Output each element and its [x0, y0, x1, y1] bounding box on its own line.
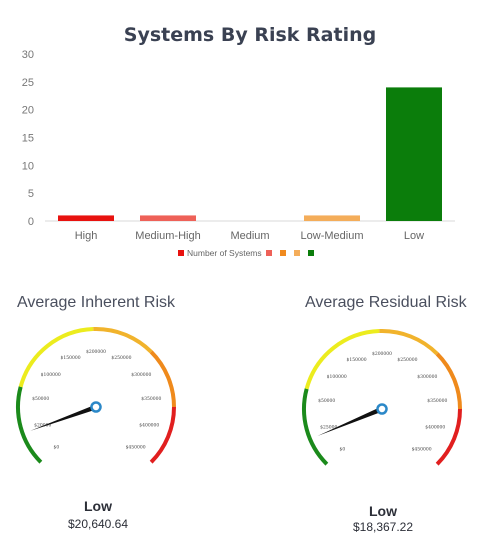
residual-risk-rating: Low: [369, 503, 397, 519]
x-tick-label: Low: [404, 230, 424, 242]
gauge-band-green: [302, 388, 329, 466]
residual-risk-value: $18,367.22: [352, 520, 414, 534]
bar: [304, 215, 360, 221]
residual-risk-title: Average Residual Risk: [305, 294, 467, 311]
gauge-band-red: [435, 408, 462, 466]
legend-swatch: [266, 250, 272, 256]
gauge-tick-label: $450000: [126, 445, 146, 451]
gauge-tick-label: $350000: [141, 396, 161, 402]
inherent-risk-rating: Low: [84, 498, 112, 514]
legend-swatch: [178, 250, 184, 256]
gauge-tick-label: $400000: [139, 422, 159, 428]
inherent-risk-value: $20,640.64: [67, 517, 129, 531]
y-tick-label: 15: [22, 133, 34, 145]
gauge-tick-label: $50000: [32, 396, 49, 402]
gauge-tick-label: $450000: [412, 447, 432, 453]
inherent-risk-gauge: $0 $20000 $50000 $100000 $150000 $200000 $2500…: [16, 327, 176, 464]
gauge-tick-label: $100000: [41, 372, 61, 378]
y-tick-label: 20: [22, 105, 34, 117]
gauge-tick-label: $400000: [425, 424, 445, 430]
residual-risk-gauge: $0 $25000 $50000 $100000 $150000 $200000 $2500…: [302, 329, 462, 466]
gauge-tick-label: $150000: [347, 357, 367, 363]
gauge-hub: [90, 401, 102, 413]
legend-swatch: [280, 250, 286, 256]
bar: [58, 215, 114, 221]
inherent-risk-title: Average Inherent Risk: [17, 294, 176, 311]
legend-swatch: [294, 250, 300, 256]
y-tick-label: 5: [28, 188, 34, 200]
bar-chart: 0 5 10 15 20 25 30 High Medium-High Medium Low-Med…: [22, 49, 455, 258]
x-tick-label: Medium-High: [135, 230, 200, 242]
gauge-tick-label: $20000: [34, 422, 51, 428]
gauge-band-orange: [435, 352, 462, 410]
gauge-band-amber: [379, 329, 439, 356]
y-tick-label: 10: [22, 160, 34, 172]
gauge-tick-label: $250000: [397, 357, 417, 363]
gauge-tick-label: $0: [340, 447, 346, 453]
gauge-tick-label: $25000: [320, 424, 337, 430]
gauge-tick-label: $0: [54, 445, 60, 451]
x-tick-label: Medium: [230, 230, 269, 242]
y-tick-label: 25: [22, 77, 34, 89]
gauge-needle: [317, 406, 383, 436]
gauge-band-yellow: [304, 329, 380, 390]
gauge-band-red: [149, 406, 176, 464]
legend-label: Number of Systems: [187, 248, 262, 258]
gauge-tick-label: $150000: [61, 355, 81, 361]
gauge-tick-label: $250000: [111, 355, 131, 361]
legend-swatch: [308, 250, 314, 256]
y-tick-label: 0: [28, 216, 34, 228]
gauge-hub: [376, 403, 388, 415]
gauge-band-amber: [93, 327, 153, 354]
bar: [386, 87, 442, 222]
gauge-tick-label: $300000: [417, 374, 437, 380]
y-tick-label: 30: [22, 49, 34, 61]
bar: [140, 215, 196, 221]
gauge-tick-label: $200000: [372, 351, 392, 357]
gauge-band-yellow: [18, 327, 94, 388]
gauge-band-orange: [149, 350, 176, 408]
gauge-band-green: [16, 386, 43, 464]
gauge-tick-label: $100000: [327, 374, 347, 380]
chart-title: Systems By Risk Rating: [123, 24, 377, 46]
x-tick-label: Low-Medium: [301, 230, 364, 242]
gauge-tick-label: $50000: [318, 398, 335, 404]
gauge-tick-label: $300000: [131, 372, 151, 378]
gauge-tick-label: $350000: [427, 398, 447, 404]
gauge-tick-label: $200000: [86, 349, 106, 355]
gauge-needle: [30, 404, 97, 431]
x-tick-label: High: [75, 230, 98, 242]
